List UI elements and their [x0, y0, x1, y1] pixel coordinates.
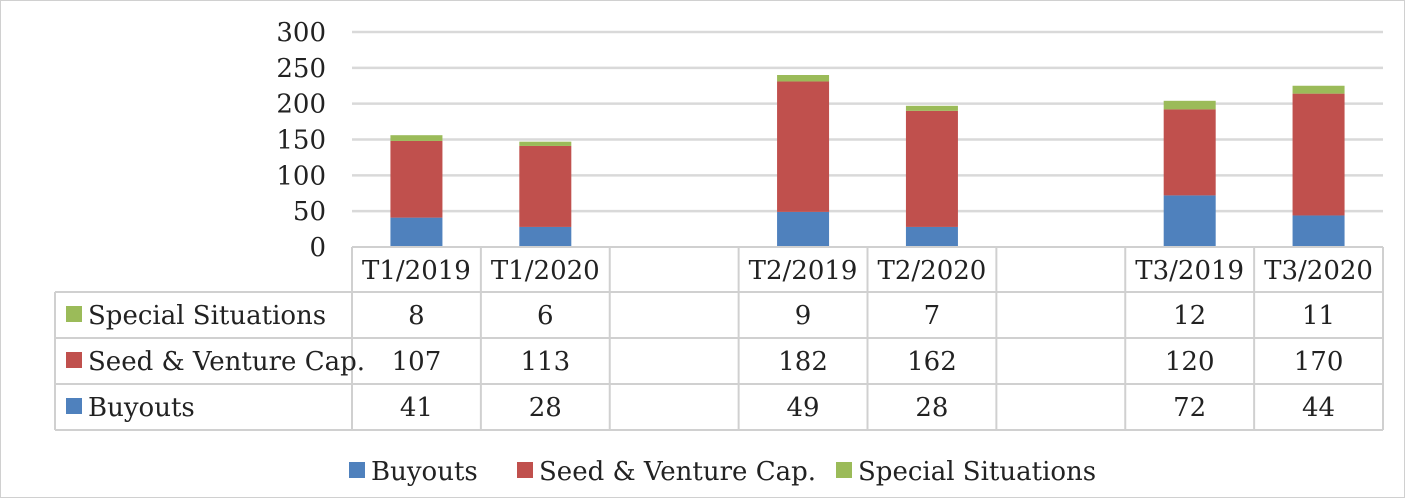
data-label: 44 [1302, 393, 1335, 423]
data-label: 41 [400, 393, 433, 423]
data-label: 11 [1302, 301, 1335, 331]
bar-segment [905, 105, 958, 111]
table-legend-key [66, 306, 82, 322]
y-tick-label: 200 [276, 90, 326, 120]
bar-segment [777, 75, 830, 82]
data-label: 170 [1294, 347, 1344, 377]
legend-label: Special Situations [858, 457, 1096, 487]
y-tick-label: 0 [309, 233, 326, 263]
bar-segment [777, 211, 830, 247]
bar-segment [1292, 215, 1345, 247]
legend-entry: Seed & Venture Cap. [517, 457, 816, 487]
data-label: 162 [907, 347, 957, 377]
legend-label: Seed & Venture Cap. [539, 457, 816, 487]
data-label: 28 [915, 393, 948, 423]
x-category-label: T2/2019 [749, 256, 858, 286]
x-category-label: T3/2020 [1264, 256, 1373, 286]
bar-segment [519, 145, 572, 227]
x-category-label: T2/2020 [878, 256, 987, 286]
data-label: 9 [795, 301, 812, 331]
data-label: 12 [1173, 301, 1206, 331]
bar-segment [1163, 109, 1216, 196]
bar-segment [905, 226, 958, 247]
data-label: 8 [408, 301, 425, 331]
data-label: 113 [520, 347, 570, 377]
bar-segment [390, 135, 443, 141]
legend-swatch [836, 462, 852, 478]
bar-segment [390, 140, 443, 218]
y-tick-label: 150 [276, 126, 326, 156]
y-tick-label: 50 [293, 197, 326, 227]
bar-segment [1292, 93, 1345, 216]
bar-segment [519, 226, 572, 247]
legend-entry: Special Situations [836, 457, 1096, 487]
bar-segment [1292, 85, 1345, 94]
y-axis-tick-labels: 0 50 100 150 200 250 300 [276, 18, 326, 263]
data-label: 49 [787, 393, 820, 423]
data-label: 182 [778, 347, 828, 377]
bar-segment [1163, 100, 1216, 110]
bar-segment [777, 81, 830, 212]
y-tick-label: 250 [276, 54, 326, 84]
data-label: 72 [1173, 393, 1206, 423]
table-legend-key [66, 352, 82, 368]
x-category-label: T1/2020 [491, 256, 600, 286]
y-tick-label: 100 [276, 161, 326, 191]
data-label: 28 [529, 393, 562, 423]
legend-swatch [349, 462, 365, 478]
bar-segment [905, 110, 958, 227]
table-series-label: Special Situations [88, 301, 326, 331]
data-label: 7 [924, 301, 941, 331]
data-label: 6 [537, 301, 554, 331]
legend-label: Buyouts [371, 457, 478, 487]
table-legend-key [66, 398, 82, 414]
legend-swatch [517, 462, 533, 478]
table-series-label: Buyouts [88, 393, 195, 423]
data-label: 107 [392, 347, 442, 377]
legend-entry: Buyouts [349, 457, 478, 487]
data-table: T1/2019 T1/2020 T2/2019 T2/2020 T3/2019 T3/20… [54, 246, 1384, 431]
bar-segment [519, 141, 572, 146]
table-series-label: Seed & Venture Cap. [88, 347, 365, 377]
bar-segment [1163, 195, 1216, 247]
data-label: 120 [1165, 347, 1215, 377]
legend: Buyouts Seed & Venture Cap. Special Situat… [349, 457, 1096, 487]
gridlines [352, 30, 1383, 213]
x-category-label: T1/2019 [362, 256, 471, 286]
bar-segment [390, 217, 443, 247]
x-category-label: T3/2019 [1135, 256, 1244, 286]
bars [390, 75, 1345, 247]
y-tick-label: 300 [276, 18, 326, 48]
